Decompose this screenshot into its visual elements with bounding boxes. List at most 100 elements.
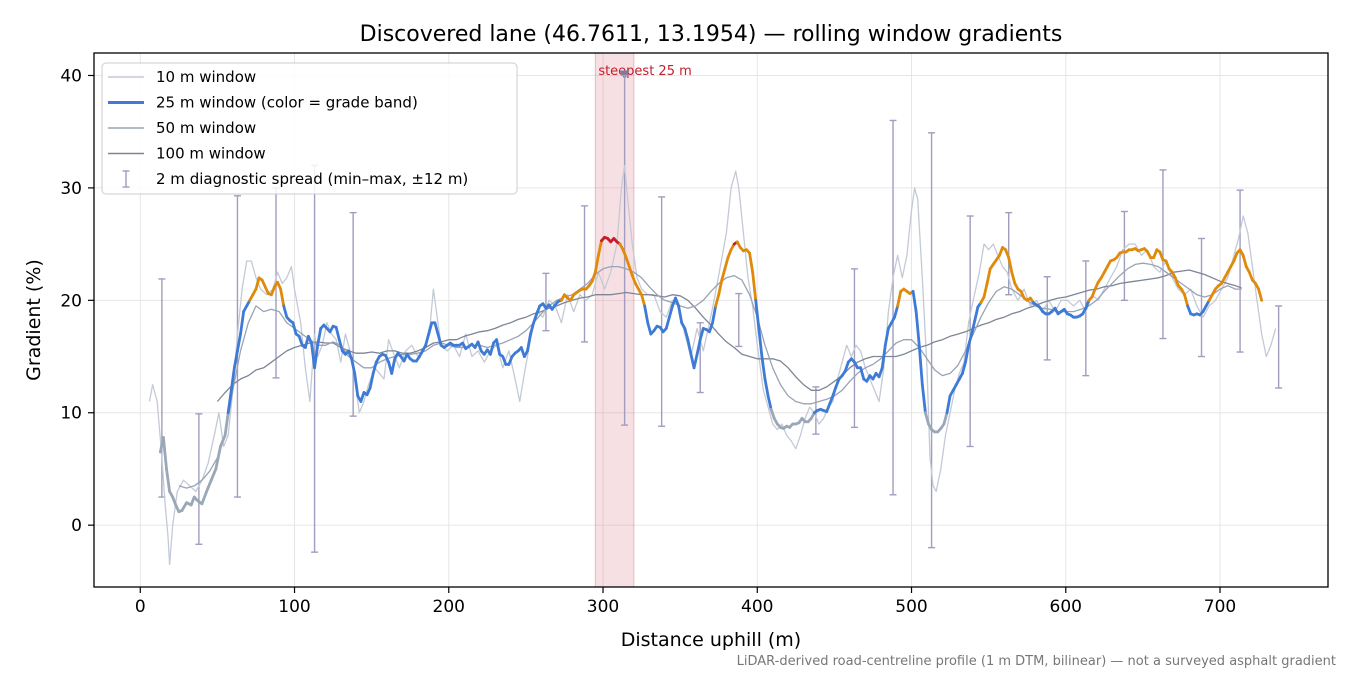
legend-label: 2 m diagnostic spread (min–max, ±12 m) xyxy=(156,170,468,188)
series-25m-segment xyxy=(985,267,992,285)
series-25m-segment xyxy=(489,341,495,356)
series-100m-window xyxy=(216,269,1242,402)
series-25m-segment xyxy=(347,349,353,361)
series-25m-segment xyxy=(316,327,323,347)
series-25m-segment xyxy=(624,256,631,269)
series-25m-segment xyxy=(507,355,514,366)
series-25m-segment xyxy=(692,352,699,370)
series-25m-segment xyxy=(880,343,887,370)
series-25m-segment xyxy=(1010,270,1017,285)
series-25m-segment xyxy=(353,371,360,398)
series-25m-segment xyxy=(646,321,653,336)
series-25m-segment xyxy=(896,289,903,308)
series-25m-segment xyxy=(526,332,532,353)
series-25m-segment xyxy=(239,310,246,336)
x-tick-label: 500 xyxy=(895,597,927,617)
error-bar xyxy=(658,196,666,427)
error-bar xyxy=(1120,210,1128,302)
series-25m-segment xyxy=(964,343,970,364)
series-25m-segment xyxy=(714,293,721,308)
series-25m-segment xyxy=(757,327,764,358)
series-25m-segment xyxy=(180,501,188,512)
series-25m-segment xyxy=(337,338,344,353)
series-25m-segment xyxy=(593,253,600,274)
series-25m-segment xyxy=(1232,251,1239,263)
steepest-band xyxy=(594,52,635,588)
series-25m-segment xyxy=(476,340,483,353)
x-tick-label: 300 xyxy=(587,597,619,617)
series-25m-segment xyxy=(961,360,967,375)
series-25m-segment xyxy=(893,304,900,319)
series-25m-segment xyxy=(942,411,949,426)
error-bar xyxy=(349,211,357,417)
legend: 10 m window 25 m window (color = grade ba… xyxy=(101,62,518,195)
error-bar xyxy=(195,413,203,545)
series-25m-segment xyxy=(359,391,366,403)
legend-item: 100 m window xyxy=(108,145,266,163)
footnote: LiDAR-derived road-centreline profile (1… xyxy=(737,654,1336,669)
series-25m-segment xyxy=(763,377,770,398)
y-tick-label: 20 xyxy=(60,291,82,311)
series-25m-segment xyxy=(297,334,304,347)
series-25m-segment xyxy=(924,411,930,426)
series-25m-segment xyxy=(291,321,298,336)
series-25m-segment xyxy=(1084,298,1091,310)
series-25m-segment xyxy=(751,270,758,302)
series-25m-segment xyxy=(313,343,320,370)
x-tick-label: 400 xyxy=(741,597,773,617)
series-25m-segment xyxy=(683,327,690,342)
steepest-label: steepest 25 m xyxy=(598,64,691,79)
series-25m-segment xyxy=(970,319,977,336)
y-tick-label: 30 xyxy=(60,179,82,199)
error-bar xyxy=(1198,237,1206,358)
series-25m-segment xyxy=(1186,304,1193,316)
x-tick-label: 0 xyxy=(135,597,146,617)
series-25m-segment xyxy=(209,467,218,482)
series-25m-segment xyxy=(1090,287,1097,299)
error-bar xyxy=(1159,169,1167,340)
series-25m-segment xyxy=(350,357,357,375)
series-25m-segment xyxy=(282,304,289,319)
series-10m-window xyxy=(148,164,1277,566)
series-25m-segment xyxy=(590,270,597,283)
error-bar xyxy=(928,132,936,549)
series-25m-segment xyxy=(200,490,209,506)
legend-label: 10 m window xyxy=(156,68,256,86)
error-bar xyxy=(966,215,974,448)
x-axis-label: Distance uphill (m) xyxy=(621,629,801,651)
series-25m-segment xyxy=(640,293,647,308)
series-25m-segment xyxy=(766,394,773,411)
series-25m-segment xyxy=(162,436,168,471)
series-25m-segment xyxy=(1183,293,1190,308)
y-tick-label: 0 xyxy=(71,516,82,536)
series-25m-segment xyxy=(754,298,761,330)
x-tick-label: 200 xyxy=(433,597,465,617)
legend-box xyxy=(101,62,518,195)
series-25m-segment xyxy=(232,349,239,370)
series-25m-segment xyxy=(726,248,733,260)
series-25m-segment xyxy=(920,383,927,415)
series-25m-segment xyxy=(760,355,767,381)
series-25m-segment xyxy=(843,360,850,373)
x-tick-label: 700 xyxy=(1204,597,1236,617)
legend-label: 25 m window (color = grade band) xyxy=(156,94,418,112)
series-25m-segment xyxy=(917,343,924,387)
y-tick-label: 40 xyxy=(60,66,82,86)
legend-label: 50 m window xyxy=(156,119,256,137)
series-25m-segment xyxy=(1247,270,1254,282)
series-25m-segment xyxy=(720,267,727,282)
series-25m-segment xyxy=(433,321,440,336)
series-25m-segment xyxy=(627,265,634,277)
series-25m-segment xyxy=(165,467,171,493)
series-25m-segment xyxy=(424,332,431,347)
series-25m-segment xyxy=(254,276,261,291)
series-25m-segment xyxy=(596,239,603,257)
series-25m-segment xyxy=(973,305,980,322)
series-25m-segment xyxy=(945,394,952,415)
series-25m-segment xyxy=(219,433,227,448)
error-bar xyxy=(1236,189,1244,353)
error-bar xyxy=(1082,260,1090,377)
error-bar xyxy=(1005,211,1013,296)
x-tick-label: 600 xyxy=(1050,597,1082,617)
series-25m-segment xyxy=(883,327,890,347)
